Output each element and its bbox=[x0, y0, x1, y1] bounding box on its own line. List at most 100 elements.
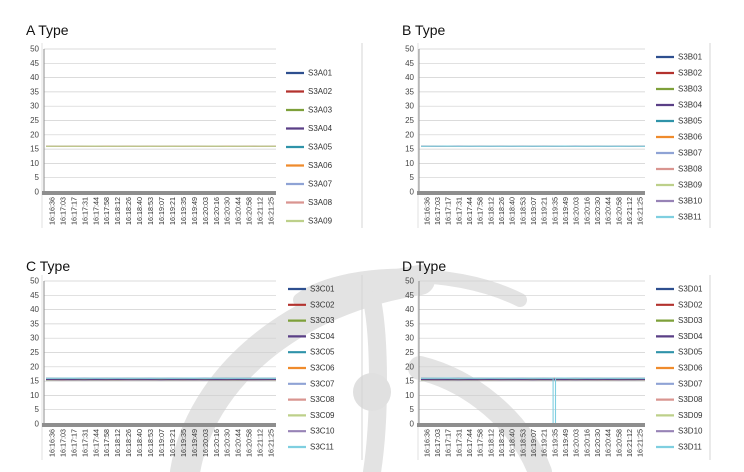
chart-title: B Type bbox=[402, 22, 446, 38]
x-tick-label: 16:20:58 bbox=[245, 429, 254, 457]
x-tick-label: 16:19:49 bbox=[190, 197, 199, 225]
legend-label: S3C06 bbox=[310, 364, 335, 373]
legend-label: S3D06 bbox=[678, 364, 703, 373]
legend-label: S3B04 bbox=[678, 101, 703, 110]
legend-label: S3A06 bbox=[308, 161, 333, 170]
chart-title: C Type bbox=[26, 258, 71, 274]
x-tick-label: 16:20:58 bbox=[614, 429, 623, 457]
x-tick-label: 16:20:44 bbox=[234, 429, 243, 457]
series-line-s3d11 bbox=[420, 377, 646, 425]
x-tick-label: 16:19:49 bbox=[561, 197, 570, 225]
x-tick-label: 16:20:16 bbox=[212, 197, 221, 225]
x-tick-label: 16:19:35 bbox=[550, 429, 559, 457]
y-tick-label: 0 bbox=[35, 188, 40, 197]
zero-baseline bbox=[42, 191, 276, 195]
x-tick-label: 16:18:53 bbox=[146, 429, 155, 457]
legend-label: S3A01 bbox=[308, 69, 333, 78]
x-tick-label: 16:18:12 bbox=[486, 429, 495, 457]
y-tick-label: 25 bbox=[405, 116, 414, 125]
legend-label: S3C09 bbox=[310, 411, 335, 420]
x-tick-label: 16:17:58 bbox=[476, 429, 485, 457]
x-tick-label: 16:20:30 bbox=[223, 429, 232, 457]
x-tick-label: 16:17:58 bbox=[476, 197, 485, 225]
legend-label: S3D01 bbox=[678, 285, 703, 294]
x-tick-label: 16:18:53 bbox=[518, 197, 527, 225]
y-tick-label: 35 bbox=[30, 87, 39, 96]
legend-label: S3C02 bbox=[310, 300, 335, 309]
y-tick-label: 0 bbox=[35, 420, 40, 429]
y-tick-label: 50 bbox=[405, 45, 414, 54]
y-tick-label: 10 bbox=[30, 391, 39, 400]
x-tick-label: 16:20:58 bbox=[245, 197, 254, 225]
y-tick-label: 30 bbox=[405, 334, 414, 343]
x-tick-label: 16:18:40 bbox=[135, 429, 144, 457]
legend-label: S3D04 bbox=[678, 332, 703, 341]
x-tick-label: 16:18:26 bbox=[497, 429, 506, 457]
x-tick-label: 16:19:49 bbox=[561, 429, 570, 457]
x-tick-label: 16:18:12 bbox=[486, 197, 495, 225]
y-tick-label: 20 bbox=[405, 362, 414, 371]
y-tick-label: 15 bbox=[30, 377, 39, 386]
legend-label: S3D02 bbox=[678, 300, 703, 309]
x-tick-label: 16:20:44 bbox=[604, 197, 613, 225]
x-tick-label: 16:19:21 bbox=[540, 429, 549, 457]
y-tick-label: 45 bbox=[405, 59, 414, 68]
x-tick-label: 16:18:26 bbox=[124, 429, 133, 457]
x-tick-label: 16:17:58 bbox=[102, 429, 111, 457]
x-tick-label: 16:18:53 bbox=[146, 197, 155, 225]
x-tick-label: 16:17:17 bbox=[444, 429, 453, 457]
y-tick-label: 30 bbox=[405, 102, 414, 111]
y-tick-label: 5 bbox=[410, 173, 415, 182]
x-tick-label: 16:17:44 bbox=[91, 429, 100, 457]
y-tick-label: 30 bbox=[30, 102, 39, 111]
x-tick-label: 16:20:58 bbox=[614, 197, 623, 225]
legend-label: S3C04 bbox=[310, 332, 335, 341]
x-tick-label: 16:18:12 bbox=[113, 197, 122, 225]
x-tick-label: 16:21:12 bbox=[625, 429, 634, 457]
legend-label: S3D08 bbox=[678, 395, 703, 404]
y-tick-label: 40 bbox=[30, 73, 39, 82]
chart-title: A Type bbox=[26, 22, 69, 38]
legend-label: S3D10 bbox=[678, 427, 703, 436]
x-tick-label: 16:17:03 bbox=[433, 197, 442, 225]
legend-label: S3D03 bbox=[678, 316, 703, 325]
y-tick-label: 10 bbox=[405, 391, 414, 400]
x-tick-label: 16:21:12 bbox=[625, 197, 634, 225]
x-tick-label: 16:17:31 bbox=[80, 197, 89, 225]
legend-label: S3B01 bbox=[678, 53, 703, 62]
y-tick-label: 35 bbox=[405, 87, 414, 96]
y-tick-label: 25 bbox=[30, 116, 39, 125]
legend-label: S3D11 bbox=[678, 443, 702, 452]
legend-label: S3B05 bbox=[678, 117, 703, 126]
x-tick-label: 16:20:16 bbox=[582, 429, 591, 457]
x-tick-label: 16:19:35 bbox=[179, 197, 188, 225]
x-tick-label: 16:20:03 bbox=[572, 197, 581, 225]
y-tick-label: 35 bbox=[30, 319, 39, 328]
x-tick-label: 16:17:31 bbox=[454, 429, 463, 457]
x-tick-label: 16:18:26 bbox=[124, 197, 133, 225]
legend-label: S3B08 bbox=[678, 165, 703, 174]
y-tick-label: 20 bbox=[30, 362, 39, 371]
x-tick-label: 16:20:30 bbox=[593, 429, 602, 457]
x-tick-label: 16:21:12 bbox=[256, 429, 265, 457]
chart-title: D Type bbox=[402, 258, 447, 274]
legend-label: S3A04 bbox=[308, 124, 333, 133]
x-tick-label: 16:17:31 bbox=[80, 429, 89, 457]
x-tick-label: 16:17:17 bbox=[69, 429, 78, 457]
y-tick-label: 40 bbox=[405, 305, 414, 314]
legend-label: S3A03 bbox=[308, 106, 333, 115]
x-tick-label: 16:21:25 bbox=[267, 197, 276, 225]
x-tick-label: 16:18:40 bbox=[508, 429, 517, 457]
x-tick-label: 16:20:03 bbox=[201, 197, 210, 225]
legend-label: S3D09 bbox=[678, 411, 703, 420]
legend-label: S3A09 bbox=[308, 217, 333, 226]
x-tick-label: 16:17:17 bbox=[444, 197, 453, 225]
y-tick-label: 45 bbox=[30, 291, 39, 300]
x-tick-label: 16:20:30 bbox=[223, 197, 232, 225]
chart-panel-d: D Type 0 5 10 15 20 25 30 35 40 45 50 16:16:36 16:17… bbox=[372, 236, 744, 472]
x-tick-label: 16:16:36 bbox=[47, 197, 56, 225]
